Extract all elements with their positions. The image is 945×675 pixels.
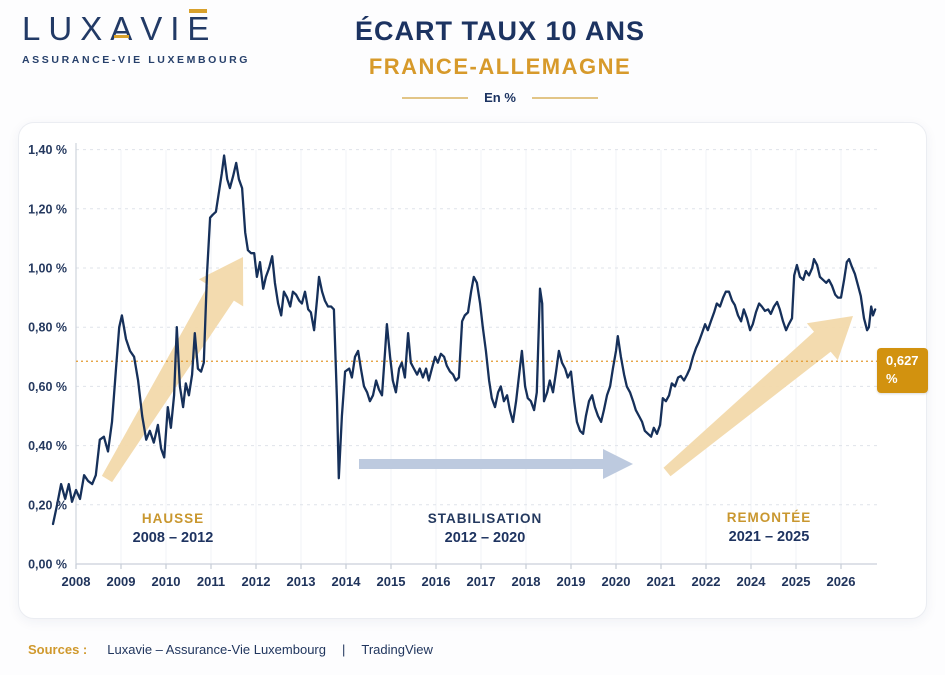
x-axis-label: 2009 — [107, 574, 136, 589]
stabilisation-arrow — [359, 449, 633, 479]
chart-card: 2008 2009 2010 2011 2012 2013 2014 2015 2016 2017… — [18, 122, 928, 619]
remontee-arrow — [663, 316, 853, 477]
x-axis-label: 2013 — [287, 574, 316, 589]
source-luxavie: Luxavie – Assurance-Vie Luxembourg — [107, 642, 326, 657]
x-axis-label: 2008 — [62, 574, 91, 589]
x-axis-label: 2017 — [467, 574, 496, 589]
annotation-remontee-period: 2021 – 2025 — [728, 529, 810, 545]
x-axis-label: 2010 — [152, 574, 181, 589]
x-axis-label: 2024 — [737, 574, 767, 589]
sources-label: Sources : — [28, 642, 88, 657]
x-axis-label: 2025 — [782, 574, 811, 589]
annotation-stabilisation-period: 2012 – 2020 — [444, 530, 526, 546]
x-axis-label: 2011 — [197, 574, 225, 589]
x-axis-label: 2026 — [827, 574, 856, 589]
x-axis-label: 2022 — [692, 574, 721, 589]
luxavie-logo: LUXAVIE ASSURANCE-VIE LUXEMBOURG — [22, 9, 251, 66]
unit-label: En % — [484, 90, 516, 105]
source-tradingview: TradingView — [361, 642, 433, 657]
logo-tagline: ASSURANCE-VIE LUXEMBOURG — [22, 54, 251, 66]
subtitle-divider-left — [402, 96, 469, 99]
y-axis-label: 0,00 % — [28, 558, 67, 572]
annotation-stabilisation-label: STABILISATION — [427, 511, 543, 526]
y-axis-label: 0,20 % — [28, 498, 67, 512]
y-axis-label: 0,80 % — [28, 321, 67, 335]
annotation-stabilisation: STABILISATION 2012 – 2020 — [428, 511, 543, 546]
y-axis-label: 1,00 % — [28, 262, 67, 276]
source-separator: | — [341, 642, 346, 657]
annotation-hausse-period: 2008 – 2012 — [132, 530, 214, 546]
chart-subtitle: FRANCE-ALLEMAGNE — [368, 54, 632, 79]
spread-series-line — [51, 154, 877, 526]
sources-row: Sources : Luxavie – Assurance-Vie Luxemb… — [28, 642, 433, 657]
chart-header: ÉCART TAUX 10 ANS FRANCE-ALLEMAGNE En % — [300, 16, 700, 105]
x-axis-label: 2018 — [512, 574, 541, 589]
y-axis-label: 1,40 % — [28, 143, 67, 157]
x-axis-label: 2021 — [647, 574, 676, 589]
y-axis-label: 0,40 % — [28, 439, 67, 453]
y-axis-label: 1,20 % — [28, 202, 67, 216]
annotation-remontee: REMONTÉE 2021 – 2025 — [727, 510, 812, 545]
trend-arrows — [101, 257, 853, 483]
last-value-badge: 0,627 % — [877, 348, 928, 393]
annotation-remontee-label: REMONTÉE — [726, 510, 812, 525]
x-axis-label: 2020 — [602, 574, 631, 589]
x-axis-label: 2019 — [557, 574, 586, 589]
y-axis-label: 0,60 % — [28, 380, 67, 394]
annotation-hausse-label: HAUSSE — [141, 511, 205, 526]
x-axis-label: 2016 — [422, 574, 451, 589]
annotation-hausse: HAUSSE 2008 – 2012 — [133, 511, 214, 546]
spread-line-chart: 2008 2009 2010 2011 2012 2013 2014 2015 2016 2017… — [28, 143, 877, 589]
series-line — [51, 154, 877, 526]
axis-labels: 2008 2009 2010 2011 2012 2013 2014 2015 2016 2017… — [28, 143, 855, 589]
hausse-arrow — [101, 257, 244, 483]
chart-title: ÉCART TAUX 10 ANS — [354, 16, 646, 46]
logo-wordmark: LUXAVIE — [22, 9, 218, 47]
x-axis-label: 2015 — [377, 574, 406, 589]
x-axis-label: 2014 — [332, 574, 362, 589]
subtitle-divider-right — [531, 96, 598, 99]
x-axis-label: 2012 — [242, 574, 271, 589]
